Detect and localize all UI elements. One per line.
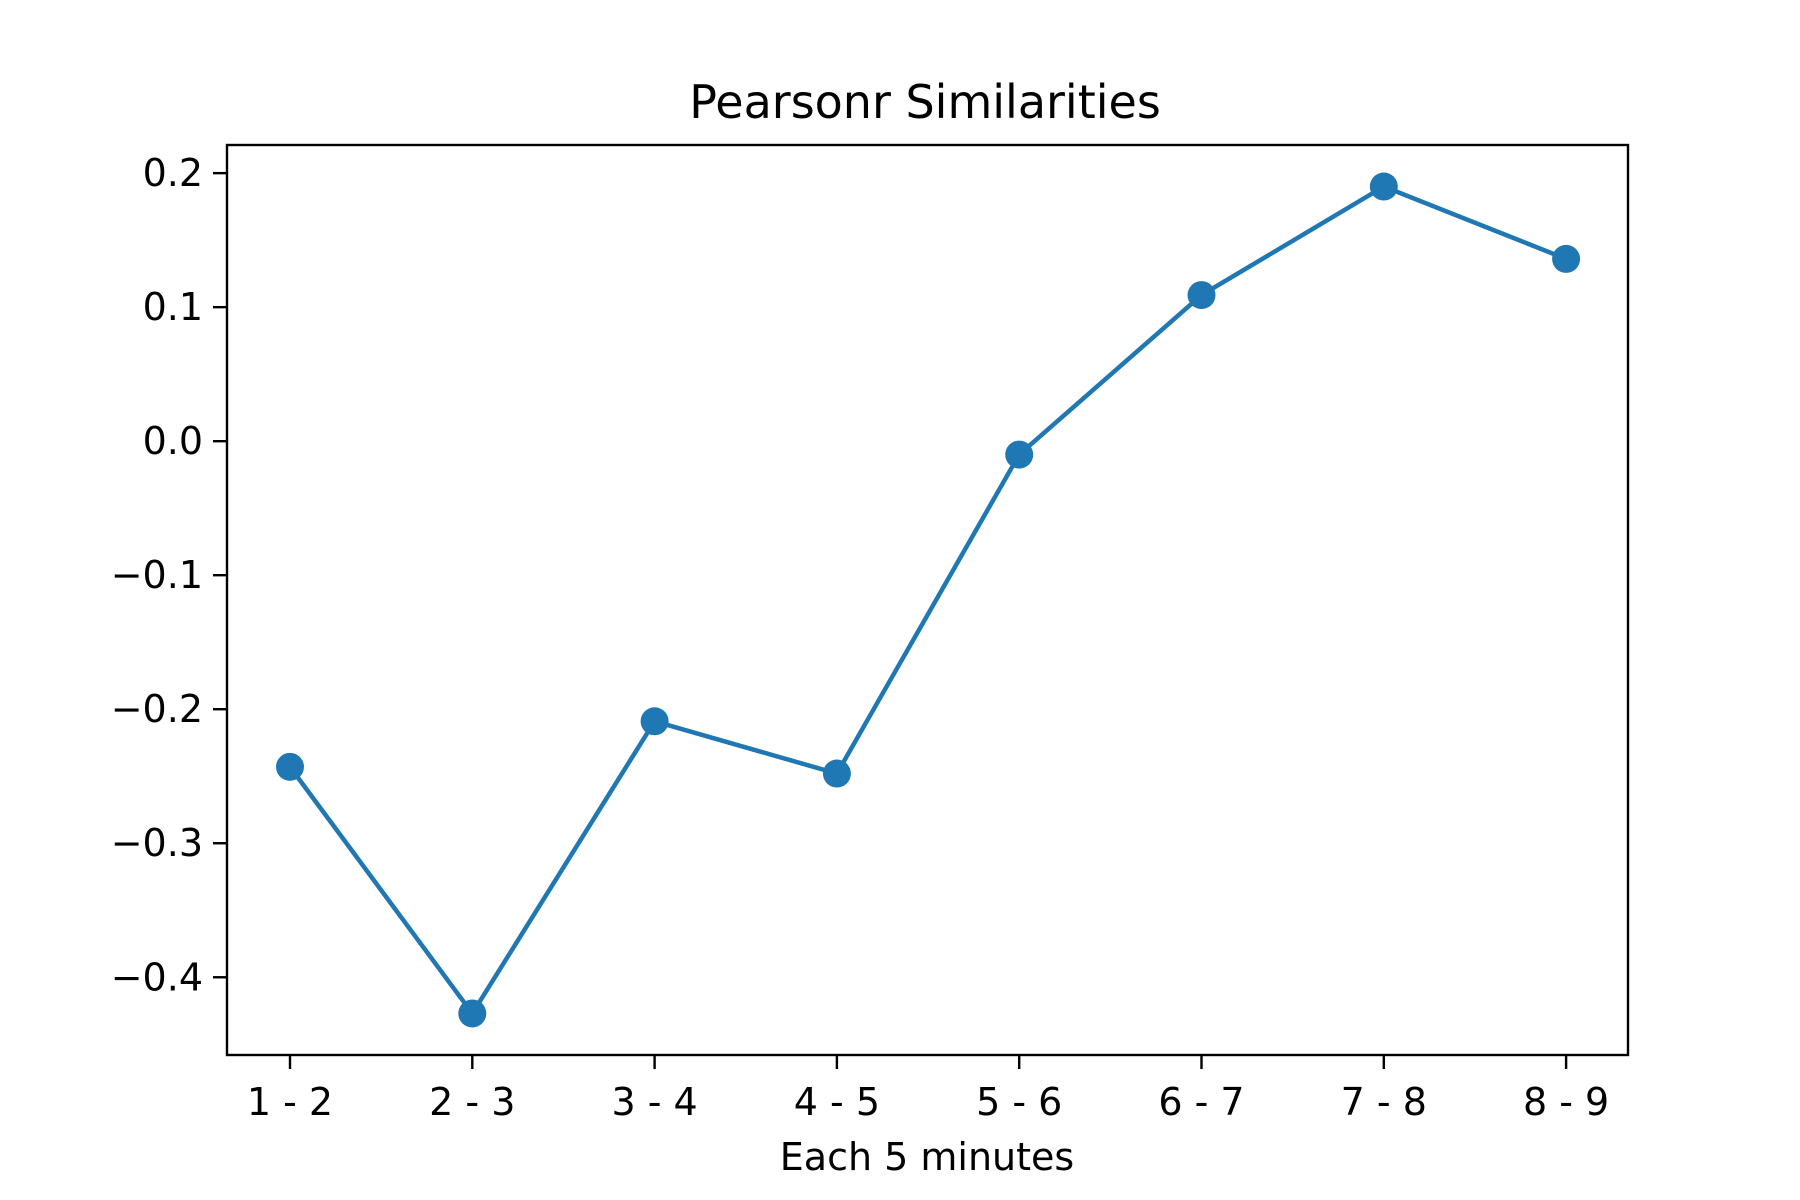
y-tick-label: 0.1: [143, 285, 203, 329]
data-point: [276, 752, 304, 781]
x-axis: 1 - 2 2 - 3 3 - 4 4 - 5 5 - 6 6 - 7 7 - 8 8 - 9: [247, 1055, 1609, 1124]
plot-frame: [225, 143, 1630, 1057]
y-axis: 0.2 0.1 0.0 −0.1 −0.2 −0.3 −0.4: [111, 151, 227, 999]
y-tick-label: 0.2: [143, 151, 203, 195]
x-tick-label: 5 - 6: [976, 1080, 1062, 1124]
series-line: [287, 184, 1569, 1016]
x-tick-label: 4 - 5: [794, 1080, 880, 1124]
x-tick-label: 8 - 9: [1523, 1080, 1609, 1124]
y-tick-label: −0.3: [111, 821, 203, 865]
data-point: [822, 759, 851, 788]
x-axis-label: Each 5 minutes: [780, 1135, 1074, 1179]
y-tick-label: −0.1: [111, 553, 203, 597]
data-point: [1552, 244, 1581, 273]
y-tick-label: −0.2: [111, 687, 203, 731]
data-point: [1369, 172, 1398, 201]
y-tick-label: −0.4: [111, 955, 203, 999]
x-tick-label: 1 - 2: [247, 1080, 333, 1124]
data-point: [1187, 281, 1216, 310]
x-tick-label: 3 - 4: [611, 1080, 697, 1124]
x-tick-label: 6 - 7: [1158, 1080, 1244, 1124]
data-point: [458, 999, 487, 1028]
x-tick-label: 7 - 8: [1341, 1080, 1427, 1124]
y-tick-label: 0.0: [143, 419, 203, 463]
data-point: [640, 707, 669, 736]
x-tick-label: 2 - 3: [429, 1080, 515, 1124]
series-group: [276, 172, 1581, 1028]
chart-title: Pearsonr Similarities: [689, 75, 1161, 129]
data-point: [1005, 440, 1034, 469]
